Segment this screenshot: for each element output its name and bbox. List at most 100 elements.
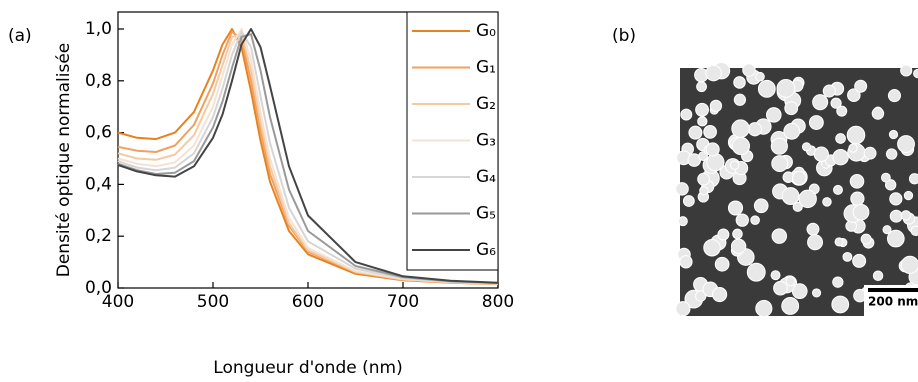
particle bbox=[872, 270, 884, 281]
particle bbox=[706, 153, 725, 172]
particle bbox=[785, 276, 796, 287]
scale-bar-label: 200 nm bbox=[868, 295, 918, 309]
particle bbox=[863, 146, 877, 160]
particle bbox=[735, 213, 749, 227]
particle bbox=[885, 148, 898, 160]
particle bbox=[712, 286, 728, 303]
particle bbox=[822, 197, 832, 207]
particle bbox=[714, 256, 730, 272]
particle bbox=[832, 148, 849, 166]
series-line bbox=[117, 28, 499, 284]
particle bbox=[900, 210, 912, 221]
particle bbox=[835, 133, 846, 144]
particle bbox=[889, 209, 903, 223]
series-line bbox=[117, 30, 499, 285]
x-tick-label: 700 bbox=[387, 292, 419, 312]
particle bbox=[832, 276, 844, 288]
particle bbox=[771, 228, 788, 244]
particle bbox=[806, 222, 820, 236]
y-tick-label: 0,0 bbox=[85, 278, 112, 298]
particle bbox=[900, 255, 918, 275]
particle bbox=[831, 295, 850, 314]
particle bbox=[727, 200, 744, 216]
legend-label: G₀ bbox=[476, 21, 496, 41]
particle bbox=[766, 107, 782, 123]
particle bbox=[753, 198, 769, 214]
particle bbox=[781, 297, 800, 315]
particle bbox=[705, 64, 722, 82]
particle bbox=[886, 229, 905, 248]
particle bbox=[833, 184, 843, 195]
particle bbox=[852, 253, 867, 268]
particle bbox=[887, 89, 901, 103]
x-axis-label: Longueur d'onde (nm) bbox=[213, 358, 402, 378]
y-tick-label: 0,4 bbox=[85, 174, 112, 194]
particle bbox=[852, 203, 870, 221]
particle bbox=[897, 135, 915, 153]
particle bbox=[913, 68, 918, 79]
particle bbox=[705, 142, 720, 157]
panel-label: (a) bbox=[8, 26, 32, 46]
particle bbox=[836, 105, 848, 117]
legend-label: G₄ bbox=[476, 167, 496, 187]
particle bbox=[770, 137, 788, 155]
series-line bbox=[117, 28, 499, 285]
particle bbox=[910, 225, 918, 237]
particle bbox=[792, 170, 807, 186]
x-tick-label: 500 bbox=[197, 292, 229, 312]
particle bbox=[755, 71, 765, 82]
particle bbox=[733, 76, 746, 89]
particle bbox=[908, 173, 918, 185]
series-line bbox=[117, 28, 499, 286]
particle bbox=[682, 195, 695, 207]
particle bbox=[771, 155, 789, 173]
particle bbox=[688, 125, 703, 140]
particle bbox=[888, 129, 899, 140]
legend-label: G₅ bbox=[476, 204, 496, 224]
particle bbox=[773, 280, 788, 296]
particle bbox=[812, 94, 829, 111]
particle bbox=[703, 124, 717, 139]
particle bbox=[697, 172, 710, 186]
particle bbox=[697, 116, 708, 127]
particle bbox=[822, 84, 836, 98]
particle bbox=[842, 251, 853, 262]
particle bbox=[834, 237, 844, 247]
y-tick-label: 1,0 bbox=[85, 19, 112, 39]
particle bbox=[747, 122, 763, 137]
particle bbox=[846, 125, 866, 145]
particle bbox=[732, 228, 743, 240]
particle bbox=[717, 228, 730, 241]
particle bbox=[746, 262, 766, 282]
y-tick-label: 0,6 bbox=[85, 123, 112, 143]
particle bbox=[847, 88, 861, 102]
particle bbox=[730, 238, 747, 254]
particle bbox=[731, 136, 751, 156]
particle bbox=[783, 122, 801, 140]
particle bbox=[854, 79, 868, 93]
particle bbox=[813, 146, 829, 162]
particle bbox=[730, 160, 740, 170]
particle bbox=[903, 190, 914, 201]
particle bbox=[781, 187, 800, 205]
y-axis-label: Densité optique normalisée bbox=[54, 43, 74, 278]
y-tick-label: 0,8 bbox=[85, 71, 112, 91]
particle bbox=[695, 102, 709, 117]
particle bbox=[742, 63, 756, 77]
particle bbox=[675, 301, 691, 317]
particle bbox=[801, 142, 812, 152]
particle bbox=[808, 115, 824, 130]
particle bbox=[871, 107, 885, 120]
particle bbox=[830, 97, 842, 109]
particle bbox=[849, 174, 865, 189]
particle bbox=[709, 99, 723, 113]
particle bbox=[889, 192, 903, 206]
particle bbox=[850, 191, 865, 206]
particle bbox=[731, 119, 750, 138]
particle bbox=[699, 186, 709, 196]
particle bbox=[675, 182, 689, 196]
particle bbox=[750, 215, 760, 225]
particle bbox=[882, 225, 892, 235]
particle bbox=[679, 255, 693, 269]
